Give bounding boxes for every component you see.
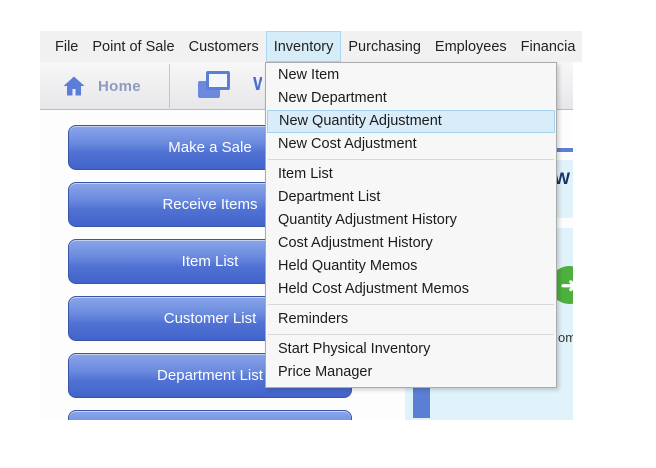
menu-item-point-of-sale[interactable]: Point of Sale xyxy=(92,38,175,55)
menu-item-customers[interactable]: Customers xyxy=(188,38,259,55)
menu-option-price-manager[interactable]: Price Manager xyxy=(278,364,373,380)
menu-option-held-cost-adjustment-memos[interactable]: Held Cost Adjustment Memos xyxy=(278,281,469,297)
tab-home-label: Home xyxy=(98,77,141,95)
partial-bottom-button[interactable] xyxy=(68,410,352,420)
tab-windows[interactable] xyxy=(198,71,238,101)
headline-text-fragment: W xyxy=(554,169,571,188)
menu-separator xyxy=(268,159,554,160)
menu-item-employees[interactable]: Employees xyxy=(434,38,507,55)
overlapping-windows-icon-front xyxy=(206,71,230,90)
panel-blue-square xyxy=(413,388,430,418)
menu-option-reminders[interactable]: Reminders xyxy=(278,311,349,327)
menu-separator xyxy=(268,304,554,305)
menu-item-financial[interactable]: Financia xyxy=(520,38,576,55)
tab-label-fragment: W xyxy=(253,74,262,94)
inventory-dropdown-menu: New Item New Department New Quantity Adj… xyxy=(265,62,557,388)
home-icon xyxy=(63,76,85,96)
menu-option-cost-adjustment-history[interactable]: Cost Adjustment History xyxy=(278,235,433,251)
tab-separator xyxy=(169,64,170,108)
body-text-fragment: om xyxy=(558,330,573,345)
menu-option-start-physical-inventory[interactable]: Start Physical Inventory xyxy=(278,341,431,357)
menu-bar: File Point of Sale Customers Inventory P… xyxy=(40,31,582,62)
tab-home[interactable]: Home xyxy=(62,62,141,110)
menu-item-inventory[interactable]: Inventory xyxy=(265,31,342,62)
menu-option-quantity-adjustment-history[interactable]: Quantity Adjustment History xyxy=(278,212,457,228)
menu-option-new-quantity-adjustment[interactable]: New Quantity Adjustment xyxy=(267,110,555,133)
menu-option-new-item[interactable]: New Item xyxy=(278,67,340,83)
menu-item-file[interactable]: File xyxy=(55,38,79,55)
menu-option-held-quantity-memos[interactable]: Held Quantity Memos xyxy=(278,258,418,274)
menu-separator xyxy=(268,334,554,335)
menu-item-purchasing[interactable]: Purchasing xyxy=(348,38,421,55)
menu-option-new-department[interactable]: New Department xyxy=(278,90,387,106)
menu-option-department-list[interactable]: Department List xyxy=(278,189,381,205)
menu-option-new-cost-adjustment[interactable]: New Cost Adjustment xyxy=(278,136,417,152)
menu-option-item-list[interactable]: Item List xyxy=(278,166,333,182)
